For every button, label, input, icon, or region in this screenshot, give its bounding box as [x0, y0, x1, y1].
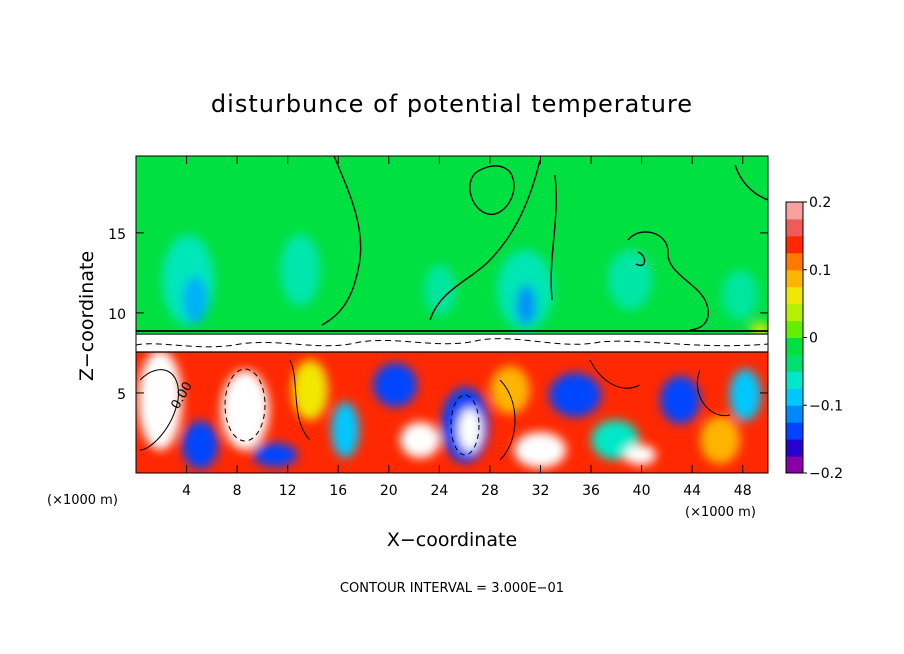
colorbar-swatch: [786, 303, 803, 322]
plot-frame: [135, 155, 769, 474]
x-axis-title: X−coordinate: [387, 529, 517, 551]
x-tick-label: 16: [329, 483, 347, 499]
contour-interval-note: CONTOUR INTERVAL = 3.000E−01: [340, 581, 564, 596]
upper-contours: [321, 156, 768, 331]
colorbar-swatch: [786, 286, 803, 305]
colorbar-tick-label: 0.2: [809, 195, 831, 211]
x-unit-left: (×1000 m): [47, 493, 118, 508]
y-tick-label: 15: [108, 227, 126, 243]
colorbar-swatch: [786, 252, 803, 271]
colorbar-swatch: [786, 405, 803, 423]
colorbar-swatch: [786, 269, 803, 288]
x-tick-label: 12: [279, 483, 297, 499]
colorbar-tick-label: 0.1: [809, 263, 831, 279]
colorbar: 0.2 0.1 0 −0.1 −0.2: [785, 195, 843, 482]
lower-contours: [139, 359, 731, 461]
x-tick-label: 28: [481, 483, 499, 499]
x-tick-label: 8: [233, 483, 242, 499]
lower-layer-field: [138, 350, 761, 469]
colorbar-swatch: [786, 456, 803, 474]
colorbar-swatch: [786, 388, 803, 406]
colorbar-swatch: [786, 235, 803, 254]
colorbar-tick-label: 0: [809, 331, 818, 347]
colorbar-tick-label: −0.2: [809, 466, 843, 482]
x-tick-label: 20: [380, 483, 398, 499]
colorbar-swatch: [786, 354, 803, 372]
x-tick-label: 44: [683, 483, 701, 499]
x-tick-label: 24: [430, 483, 448, 499]
colorbar-swatch: [786, 320, 803, 338]
x-tick-label: 32: [532, 483, 550, 499]
colorbar-swatch: [786, 422, 803, 440]
x-axis: 4 8 12 16 20 24 28 32 36 40 44 48: [182, 156, 752, 499]
y-axis-title: Z−coordinate: [76, 251, 98, 381]
x-tick-label: 40: [633, 483, 651, 499]
x-tick-label: 4: [182, 483, 191, 499]
y-tick-label: 10: [108, 307, 126, 323]
x-tick-label: 48: [734, 483, 752, 499]
colorbar-swatch: [786, 218, 803, 237]
chart-title: disturbunce of potential temperature: [211, 90, 693, 118]
x-tick-label: 36: [582, 483, 600, 499]
x-unit-right: (×1000 m): [685, 505, 756, 520]
colorbar-swatch: [786, 202, 803, 220]
plot-area: [136, 156, 768, 473]
y-tick-label: 5: [117, 387, 126, 403]
colorbar-swatch: [786, 439, 803, 457]
interface-band: [136, 330, 768, 353]
colorbar-tick-label: −0.1: [809, 398, 843, 414]
colorbar-swatch: [786, 371, 803, 389]
colorbar-swatch: [786, 337, 803, 355]
y-axis: 5 10 15: [108, 227, 768, 403]
